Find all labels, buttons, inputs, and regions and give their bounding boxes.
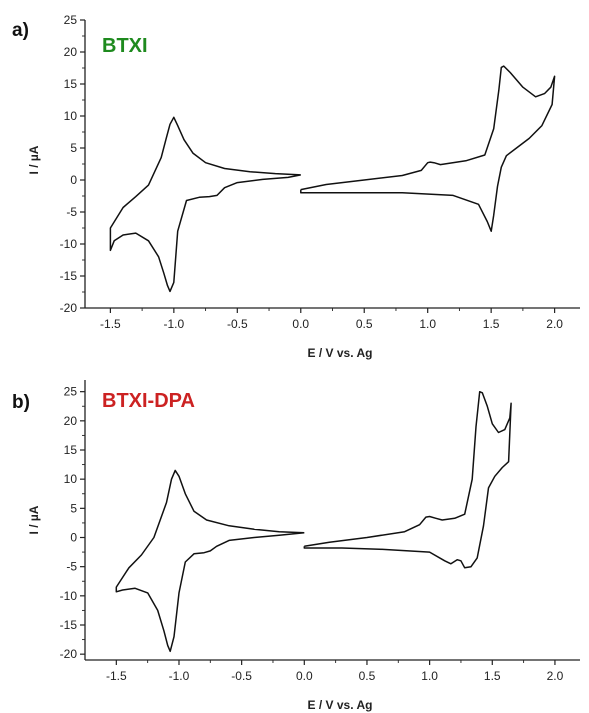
panel-a-y-tick-label: -10 (60, 237, 78, 251)
panel-a-y-tick-label: 10 (64, 109, 78, 123)
panel-b-y-tick-label: 0 (70, 531, 77, 545)
panel-a-oxidation-wave (300, 65, 556, 232)
panel-b-x-tick-label: 1.5 (484, 669, 501, 683)
panel-b-x-axis-title: E / V vs. Ag (308, 698, 373, 712)
panel-b-axes: -20 -15 -10 -5 0 5 10 15 20 25 -1.5 -1.0 -0.5 0.0 0.5 1… (60, 380, 580, 683)
panel-b-x-tick-label: 0.0 (296, 669, 313, 683)
panel-b-label: b) (12, 392, 30, 413)
panel-a-y-tick-label: -5 (66, 205, 77, 219)
panel-b-x-tick-label: -1.0 (169, 669, 190, 683)
panel-b-x-tick-label: -1.5 (106, 669, 127, 683)
panel-b-y-tick-label: 25 (64, 385, 78, 399)
panel-b-y-tick-label: -10 (60, 589, 78, 603)
panel-a-x-tick-label: -1.5 (100, 317, 121, 331)
panel-b-reduction-wave (115, 469, 305, 653)
panel-a-label: a) (12, 20, 29, 41)
panel-b-y-tick-label: 10 (64, 472, 78, 486)
panel-a-x-tick-label: 1.0 (419, 317, 436, 331)
panel-b-oxidation-wave (303, 390, 512, 569)
panel-a-y-tick-label: 5 (70, 141, 77, 155)
panel-b-y-tick-label: -15 (60, 618, 78, 632)
panel-b-y-axis-title: I / µA (27, 505, 41, 534)
panel-a-y-tick-label: -15 (60, 269, 78, 283)
panel-a-y-tick-label: -20 (60, 301, 78, 315)
panel-b-y-tick-label: -20 (60, 647, 78, 661)
panel-b-x-tick-label: 0.5 (359, 669, 376, 683)
panel-a-y-tick-label: 25 (64, 13, 78, 27)
panel-b-y-tick-label: 15 (64, 443, 78, 457)
panel-a-x-tick-label: 1.5 (483, 317, 500, 331)
panel-a-title: BTXI (102, 35, 148, 57)
panel-b-curves (115, 390, 512, 653)
panel-b-title: BTXI-DPA (102, 390, 195, 412)
panel-a: a) BTXI I / µA E / V vs. Ag -20 -15 -10 -5 0… (12, 13, 580, 360)
panel-b: b) BTXI-DPA I / µA E / V vs. Ag -20 -15 -1… (12, 380, 580, 712)
panel-a-x-tick-label: -0.5 (227, 317, 248, 331)
panel-a-axes: -20 -15 -10 -5 0 5 10 15 20 25 -1.5 -1.0 -0.5 0.0 0.5 1… (60, 13, 580, 331)
panel-b-x-tick-label: 2.0 (547, 669, 564, 683)
panel-a-x-tick-label: 0.0 (292, 317, 309, 331)
panel-a-curves (109, 65, 556, 293)
panel-a-x-tick-label: 2.0 (546, 317, 563, 331)
panel-b-y-tick-label: -5 (66, 560, 77, 574)
panel-a-y-axis-title: I / µA (27, 145, 41, 174)
panel-a-x-tick-label: 0.5 (356, 317, 373, 331)
panel-a-x-axis-title: E / V vs. Ag (308, 346, 373, 360)
panel-b-y-tick-label: 20 (64, 414, 78, 428)
panel-a-reduction-wave (109, 116, 301, 293)
panel-b-x-tick-label: -0.5 (231, 669, 252, 683)
panel-a-y-tick-label: 20 (64, 45, 78, 59)
panel-a-y-tick-label: 0 (70, 173, 77, 187)
panel-a-x-tick-label: -1.0 (164, 317, 185, 331)
panel-b-x-tick-label: 1.0 (421, 669, 438, 683)
panel-a-y-tick-label: 15 (64, 77, 78, 91)
panel-b-y-tick-label: 5 (70, 501, 77, 515)
